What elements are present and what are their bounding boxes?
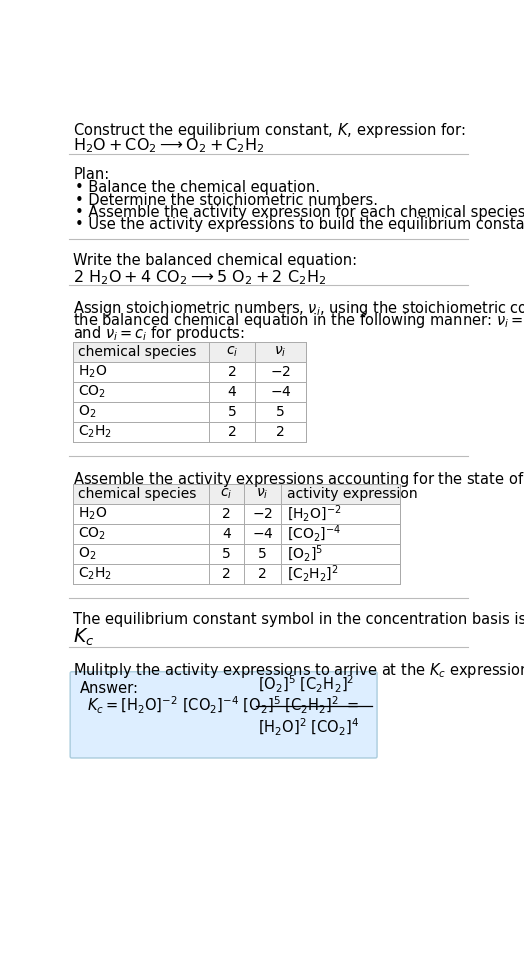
Text: $\mathrm{H_2O + CO_2 \longrightarrow O_2 + C_2H_2}$: $\mathrm{H_2O + CO_2 \longrightarrow O_2… (73, 137, 265, 155)
Text: $K_c$: $K_c$ (73, 627, 94, 648)
Text: $c_i$: $c_i$ (226, 345, 238, 359)
Text: 2: 2 (222, 507, 231, 521)
Text: $-4$: $-4$ (252, 527, 273, 541)
Text: Mulitply the activity expressions to arrive at the $K_c$ expression:: Mulitply the activity expressions to arr… (73, 661, 524, 680)
Text: $[\mathrm{H_2O}]^{-2}$: $[\mathrm{H_2O}]^{-2}$ (287, 504, 342, 524)
Text: Answer:: Answer: (80, 681, 138, 696)
Text: $\mathrm{H_2O}$: $\mathrm{H_2O}$ (78, 364, 107, 380)
Bar (73, 564, 400, 584)
Text: $\mathrm{O_2}$: $\mathrm{O_2}$ (78, 546, 96, 563)
Text: $[\mathrm{C_2H_2}]^{2}$: $[\mathrm{C_2H_2}]^{2}$ (287, 564, 339, 584)
Text: The equilibrium constant symbol in the concentration basis is:: The equilibrium constant symbol in the c… (73, 612, 524, 626)
Text: • Determine the stoichiometric numbers.: • Determine the stoichiometric numbers. (75, 193, 378, 207)
Text: 5: 5 (258, 547, 267, 561)
Text: $-2$: $-2$ (270, 365, 291, 379)
Text: $\mathrm{CO_2}$: $\mathrm{CO_2}$ (78, 384, 106, 400)
Text: $[\mathrm{O_2}]^{5}$: $[\mathrm{O_2}]^{5}$ (287, 543, 323, 565)
Text: • Assemble the activity expression for each chemical species.: • Assemble the activity expression for e… (75, 206, 524, 220)
Text: chemical species: chemical species (78, 345, 196, 359)
Text: $c_i$: $c_i$ (220, 486, 233, 501)
Text: $\mathrm{C_2H_2}$: $\mathrm{C_2H_2}$ (78, 424, 112, 440)
Text: $[\mathrm{O_2}]^{5}\ [\mathrm{C_2H_2}]^{2}$: $[\mathrm{O_2}]^{5}\ [\mathrm{C_2H_2}]^{… (258, 674, 354, 695)
Text: 2: 2 (228, 426, 236, 439)
Text: chemical species: chemical species (78, 487, 196, 501)
Text: $\mathrm{C_2H_2}$: $\mathrm{C_2H_2}$ (78, 565, 112, 582)
Bar (73, 382, 305, 402)
Text: • Balance the chemical equation.: • Balance the chemical equation. (75, 180, 320, 196)
Text: activity expression: activity expression (287, 487, 418, 501)
Bar (73, 362, 305, 382)
Bar (73, 544, 400, 564)
Text: • Use the activity expressions to build the equilibrium constant expression.: • Use the activity expressions to build … (75, 217, 524, 233)
Text: $\nu_i$: $\nu_i$ (275, 345, 287, 359)
Text: Write the balanced chemical equation:: Write the balanced chemical equation: (73, 253, 357, 268)
Text: 2: 2 (222, 567, 231, 581)
Bar (73, 423, 305, 442)
Bar (73, 343, 305, 362)
Text: $\mathrm{O_2}$: $\mathrm{O_2}$ (78, 404, 96, 421)
Text: $[\mathrm{H_2O}]^{2}\ [\mathrm{CO_2}]^{4}$: $[\mathrm{H_2O}]^{2}\ [\mathrm{CO_2}]^{4… (258, 716, 359, 737)
Text: 5: 5 (228, 405, 236, 419)
Text: $-4$: $-4$ (270, 385, 291, 400)
Bar (73, 504, 400, 524)
Text: 2: 2 (276, 426, 285, 439)
Text: $\nu_i$: $\nu_i$ (256, 486, 269, 501)
Text: $\mathrm{CO_2}$: $\mathrm{CO_2}$ (78, 526, 106, 542)
Text: 5: 5 (222, 547, 231, 561)
Bar (73, 524, 400, 544)
FancyBboxPatch shape (70, 672, 377, 758)
Text: 4: 4 (222, 527, 231, 541)
Bar (73, 402, 305, 423)
Text: $-2$: $-2$ (252, 507, 273, 521)
Text: Construct the equilibrium constant, $K$, expression for:: Construct the equilibrium constant, $K$,… (73, 122, 466, 140)
Text: Plan:: Plan: (73, 167, 110, 182)
Text: 5: 5 (276, 405, 285, 419)
Text: Assemble the activity expressions accounting for the state of matter and $\nu_i$: Assemble the activity expressions accoun… (73, 470, 524, 489)
Text: $K_c = [\mathrm{H_2O}]^{-2}\ [\mathrm{CO_2}]^{-4}\ [\mathrm{O_2}]^{5}\ [\mathrm{: $K_c = [\mathrm{H_2O}]^{-2}\ [\mathrm{CO… (87, 695, 359, 716)
Text: 2: 2 (228, 365, 236, 379)
Text: 4: 4 (228, 385, 236, 400)
Text: and $\nu_i = c_i$ for products:: and $\nu_i = c_i$ for products: (73, 323, 245, 343)
Text: $\mathrm{H_2O}$: $\mathrm{H_2O}$ (78, 506, 107, 522)
Bar (73, 483, 400, 504)
Text: Assign stoichiometric numbers, $\nu_i$, using the stoichiometric coefficients, $: Assign stoichiometric numbers, $\nu_i$, … (73, 299, 524, 318)
Text: $\mathrm{2\ H_2O + 4\ CO_2 \longrightarrow 5\ O_2 + 2\ C_2H_2}$: $\mathrm{2\ H_2O + 4\ CO_2 \longrightarr… (73, 268, 326, 287)
Text: $[\mathrm{CO_2}]^{-4}$: $[\mathrm{CO_2}]^{-4}$ (287, 524, 341, 544)
Text: the balanced chemical equation in the following manner: $\nu_i = -c_i$ for react: the balanced chemical equation in the fo… (73, 312, 524, 330)
Text: 2: 2 (258, 567, 267, 581)
